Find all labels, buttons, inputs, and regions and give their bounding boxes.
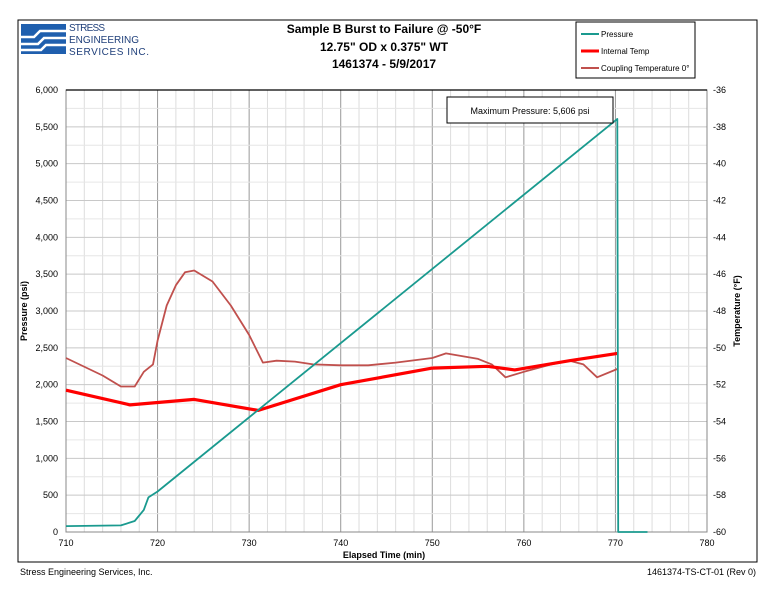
y-tick-label: 3,500 <box>35 269 58 279</box>
chart-title-line2: 12.75" OD x 0.375" WT <box>320 40 449 54</box>
chart-title-line3: 1461374 - 5/9/2017 <box>332 57 436 71</box>
series-line-internal-temp <box>65 351 618 412</box>
legend: Pressure Internal Temp Coupling Temperatur… <box>575 21 696 79</box>
y-tick-label: 6,000 <box>35 85 58 95</box>
series-line-coupling-temperature-0 <box>65 269 618 388</box>
footer-left: Stress Engineering Services, Inc. <box>20 567 153 577</box>
y-tick-label: 5,500 <box>35 122 58 132</box>
x-tick-label: 780 <box>699 538 714 548</box>
y2-tick-label: -38 <box>713 122 726 132</box>
x-tick-label: 710 <box>58 538 73 548</box>
x-tick-label: 720 <box>150 538 165 548</box>
x-tick-label: 750 <box>425 538 440 548</box>
y-tick-label: 2,000 <box>35 380 58 390</box>
y2-tick-label: -36 <box>713 85 726 95</box>
y2-axis-label: Temperature (°F) <box>732 275 742 346</box>
y2-tick-label: -50 <box>713 343 726 353</box>
y2-tick-label: -52 <box>713 380 726 390</box>
y2-tick-label: -44 <box>713 232 726 242</box>
logo-line1: STRESS <box>69 23 105 34</box>
logo: STRESS ENGINEERING SERVICES INC. <box>21 23 149 58</box>
chart-title-line1: Sample B Burst to Failure @ -50°F <box>287 22 482 36</box>
logo-line2: ENGINEERING <box>69 35 139 46</box>
y2-tick-label: -60 <box>713 527 726 537</box>
y-tick-label: 3,000 <box>35 306 58 316</box>
chart-border <box>17 19 758 563</box>
y-tick-label: 1,500 <box>35 417 58 427</box>
y2-tick-label: -58 <box>713 490 726 500</box>
y2-tick-label: -56 <box>713 453 726 463</box>
y2-tick-label: -42 <box>713 196 726 206</box>
y-tick-label: 500 <box>43 490 58 500</box>
y2-tick-label: -54 <box>713 417 726 427</box>
y-tick-label: 5,000 <box>35 159 58 169</box>
y2-tick-label: -40 <box>713 159 726 169</box>
footer-right: 1461374-TS-CT-01 (Rev 0) <box>647 567 756 577</box>
legend-label: Coupling Temperature 0° <box>601 64 689 73</box>
x-axis-label: Elapsed Time (min) <box>343 550 425 560</box>
y-tick-label: 2,500 <box>35 343 58 353</box>
x-tick-label: 730 <box>242 538 257 548</box>
x-tick-label: 760 <box>516 538 531 548</box>
logo-line3: SERVICES INC. <box>69 47 149 58</box>
legend-label: Internal Temp <box>601 47 650 56</box>
y-tick-label: 0 <box>53 527 58 537</box>
x-tick-label: 740 <box>333 538 348 548</box>
annotation-box: Maximum Pressure: 5,606 psi <box>446 96 614 124</box>
y2-tick-label: -48 <box>713 306 726 316</box>
y-tick-label: 4,000 <box>35 232 58 242</box>
y-axis-label: Pressure (psi) <box>19 281 29 341</box>
y-tick-label: 4,500 <box>35 196 58 206</box>
series-line-pressure <box>65 118 648 533</box>
max-pressure-annotation: Maximum Pressure: 5,606 psi <box>470 106 589 116</box>
x-tick-label: 770 <box>608 538 623 548</box>
y-tick-label: 1,000 <box>35 453 58 463</box>
legend-label: Pressure <box>601 30 634 39</box>
y2-tick-label: -46 <box>713 269 726 279</box>
